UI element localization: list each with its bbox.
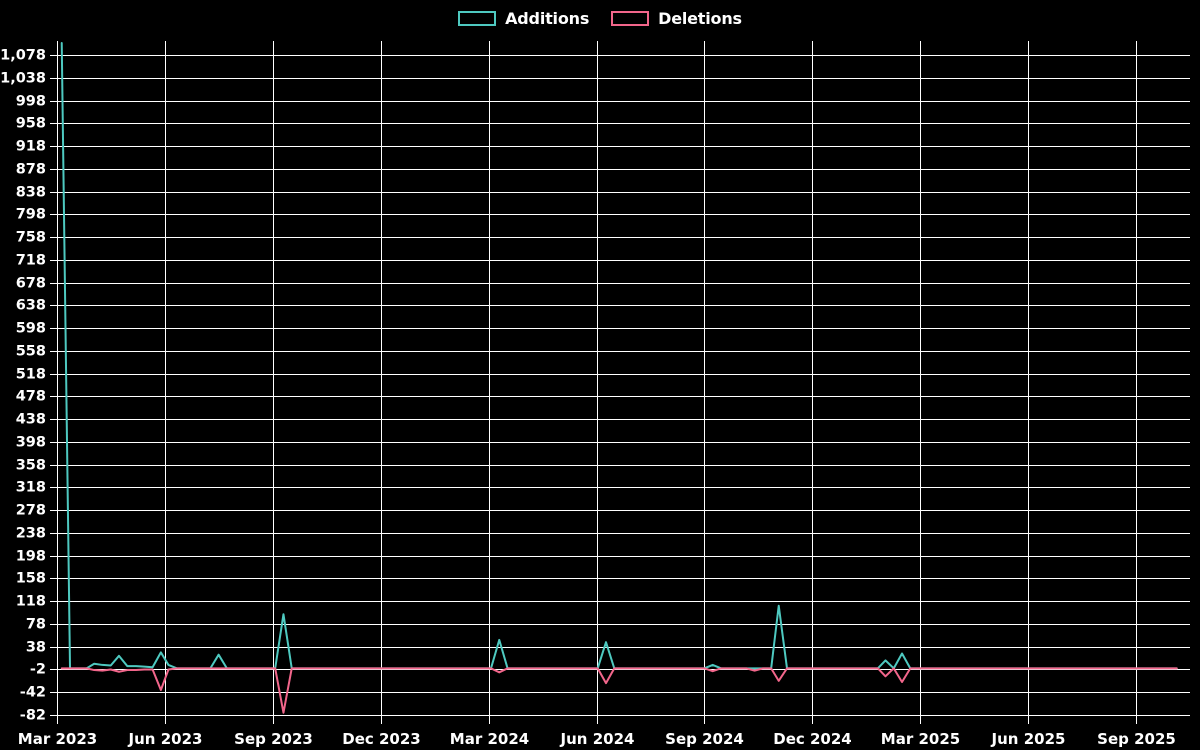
chart-legend: Additions Deletions bbox=[0, 0, 1200, 36]
x-axis-tick-label: Jun 2025 bbox=[991, 730, 1066, 748]
data-series-lines bbox=[60, 42, 1178, 714]
legend-item-deletions[interactable]: Deletions bbox=[611, 9, 742, 28]
vertical-gridlines bbox=[57, 41, 1137, 724]
y-axis-tick-label: 598 bbox=[16, 321, 46, 337]
horizontal-gridlines bbox=[50, 55, 1190, 716]
y-axis-tick-label: 478 bbox=[16, 389, 46, 405]
legend-swatch-icon-deletions bbox=[611, 10, 650, 26]
x-axis-tick-label: Dec 2023 bbox=[342, 730, 421, 748]
y-axis-tick-label: 838 bbox=[16, 185, 46, 201]
y-axis-tick-label: 718 bbox=[16, 253, 46, 269]
y-axis-tick-label: 398 bbox=[16, 435, 46, 451]
y-axis-tick-label: 998 bbox=[16, 94, 46, 110]
legend-label-additions: Additions bbox=[505, 8, 590, 28]
y-axis-tick-label: 278 bbox=[16, 503, 46, 519]
x-axis-tick-label: Jun 2024 bbox=[560, 730, 635, 748]
series-line-additions bbox=[60, 42, 1178, 670]
y-axis-tick-label: 198 bbox=[16, 549, 46, 565]
y-axis-tick-label: 438 bbox=[16, 412, 46, 428]
x-axis-tick-label: Sep 2025 bbox=[1097, 730, 1176, 748]
x-axis-tick-label: Mar 2024 bbox=[450, 730, 529, 748]
y-axis-tick-label: 958 bbox=[16, 116, 46, 132]
y-axis-tick-label: 558 bbox=[16, 344, 46, 360]
y-axis-tick-labels: 1,078 1,038 998 958 918 878 838 798 758 718 678 638… bbox=[0, 48, 46, 724]
y-axis-tick-label: -2 bbox=[30, 662, 46, 678]
legend-item-additions[interactable]: Additions bbox=[458, 9, 589, 28]
x-axis-tick-label: Jun 2023 bbox=[128, 730, 203, 748]
y-axis-tick-label: 638 bbox=[16, 298, 46, 314]
y-axis-tick-label: 518 bbox=[16, 367, 46, 383]
y-axis-tick-label: 878 bbox=[16, 162, 46, 178]
y-axis-tick-label: 38 bbox=[26, 640, 46, 656]
y-axis-tick-label: 1,078 bbox=[0, 48, 46, 64]
y-axis-tick-label: 238 bbox=[16, 526, 46, 542]
y-axis-tick-label: 678 bbox=[16, 276, 46, 292]
y-axis-tick-label: 918 bbox=[16, 139, 46, 155]
y-axis-tick-label: -42 bbox=[20, 685, 46, 701]
x-axis-tick-labels: Mar 2023 Jun 2023 Sep 2023 Dec 2023 Mar 2024… bbox=[18, 730, 1176, 748]
y-axis-tick-label: 1,038 bbox=[0, 71, 46, 87]
series-line-deletions bbox=[60, 667, 1178, 714]
x-axis-tick-label: Sep 2024 bbox=[665, 730, 744, 748]
x-axis-tick-label: Mar 2025 bbox=[881, 730, 960, 748]
x-axis-tick-label: Dec 2024 bbox=[773, 730, 852, 748]
y-axis-tick-label: -82 bbox=[20, 708, 46, 724]
y-axis-tick-label: 798 bbox=[16, 207, 46, 223]
legend-swatch-icon-additions bbox=[458, 10, 497, 26]
y-axis-tick-label: 118 bbox=[16, 594, 46, 610]
x-axis-tick-label: Sep 2023 bbox=[234, 730, 313, 748]
x-axis-tick-label: Mar 2023 bbox=[18, 730, 97, 748]
y-axis-tick-label: 78 bbox=[26, 617, 46, 633]
y-axis-tick-label: 158 bbox=[16, 571, 46, 587]
y-axis-tick-label: 758 bbox=[16, 230, 46, 246]
y-axis-tick-label: 318 bbox=[16, 480, 46, 496]
y-axis-tick-label: 358 bbox=[16, 458, 46, 474]
legend-label-deletions: Deletions bbox=[658, 8, 742, 28]
